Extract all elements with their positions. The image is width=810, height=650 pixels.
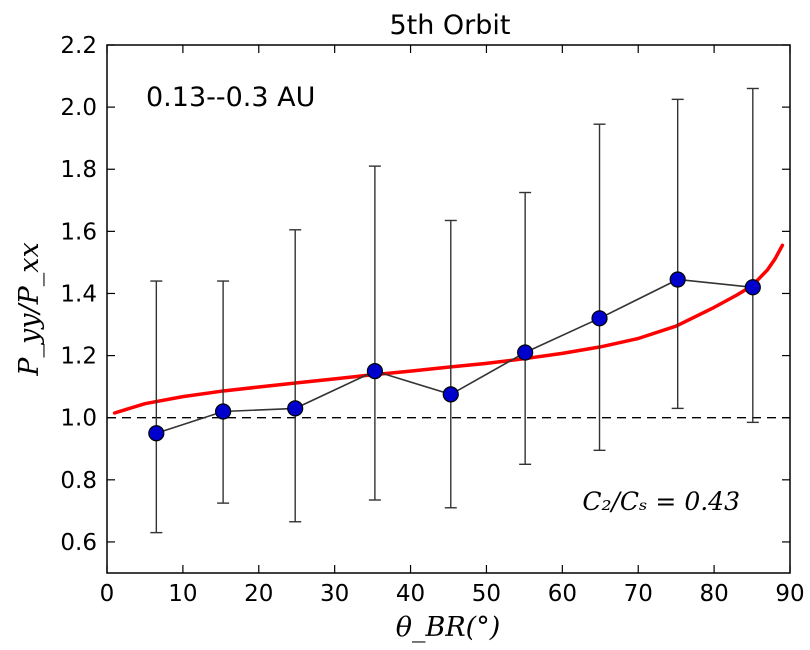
x-tick-label: 60 (548, 581, 577, 607)
x-tick-label: 0 (100, 581, 115, 607)
axis-ticks: 0 10 20 30 40 50 60 70 80 90 0.6 0.8 1.0 1.2 1.4 1.6 1.8… (60, 33, 804, 607)
data-point (442, 386, 459, 403)
model-curve (112, 243, 785, 415)
data-point (744, 279, 761, 296)
x-tick-label: 20 (244, 581, 273, 607)
data-point (517, 344, 534, 361)
annotation-ratio: C₂/Cₛ = 0.43 (582, 487, 740, 516)
y-tick-label: 1.8 (60, 157, 97, 183)
x-tick-label: 50 (472, 581, 501, 607)
x-tick-label: 30 (320, 581, 349, 607)
y-axis-label: P_yy/P_xx (14, 242, 45, 376)
x-tick-label: 10 (168, 581, 197, 607)
model-curve-line (112, 243, 785, 415)
y-tick-label: 1.4 (60, 281, 97, 307)
data-line-path (156, 278, 753, 434)
y-tick-label: 0.8 (60, 468, 97, 494)
x-tick-label: 90 (775, 581, 804, 607)
x-tick-label: 80 (699, 581, 728, 607)
x-axis-label: θ_BR(°) (396, 612, 501, 643)
data-point (669, 271, 686, 288)
y-tick-label: 2.2 (60, 33, 97, 59)
x-tick-label: 70 (624, 581, 653, 607)
data-point (215, 403, 232, 420)
data-line (156, 278, 753, 434)
plot-area (106, 44, 791, 574)
data-point (287, 400, 304, 417)
data-point (591, 310, 608, 327)
chart-title: 5th Orbit (389, 10, 510, 41)
y-tick-label: 1.0 (60, 406, 97, 432)
y-tick-label: 2.0 (60, 95, 97, 121)
plot-frame (106, 44, 791, 574)
data-markers (148, 271, 761, 442)
y-tick-label: 0.6 (60, 530, 97, 556)
y-tick-label: 1.6 (60, 219, 97, 245)
annotation-range: 0.13--0.3 AU (146, 82, 315, 113)
data-point (148, 425, 165, 442)
y-tick-label: 1.2 (60, 344, 97, 370)
data-point (366, 363, 383, 380)
error-bars (150, 87, 759, 534)
x-tick-label: 40 (396, 581, 425, 607)
